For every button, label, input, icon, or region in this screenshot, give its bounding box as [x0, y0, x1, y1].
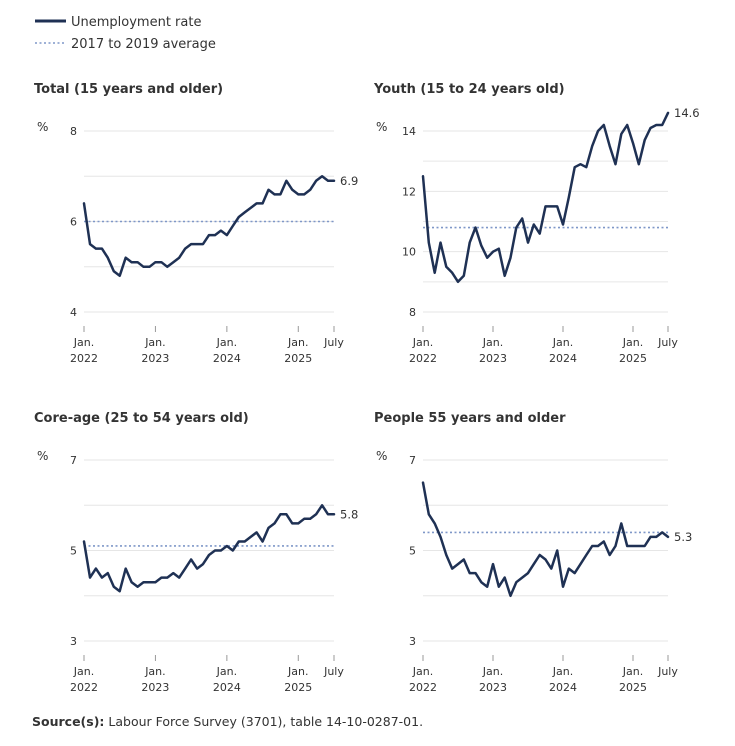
- x-tick-label-youth: Jan.: [622, 336, 643, 349]
- legend-label-average: 2017 to 2019 average: [71, 37, 216, 52]
- unemployment-rate-line-total: [82, 175, 336, 278]
- source-text: Labour Force Survey (3701), table 14-10-…: [104, 714, 424, 729]
- x-tick-label-core-age: Jan.: [216, 665, 237, 678]
- y-unit-label-older: %: [376, 449, 387, 463]
- panel-title-total: Total (15 years and older): [34, 82, 223, 97]
- y-tick-label-youth: 14: [402, 125, 416, 138]
- source-label: Source(s):: [32, 714, 105, 729]
- unemployment-rate-line-core-age: [82, 504, 336, 593]
- source-note: Source(s): Labour Force Survey (3701), t…: [32, 714, 423, 729]
- x-tick-label-total: July: [323, 336, 344, 349]
- x-tick-year-label-total: 2025: [284, 352, 312, 365]
- x-tick-year-label-youth: 2025: [619, 352, 647, 365]
- x-tick-year-label-older: 2025: [619, 681, 647, 694]
- y-unit-label-core-age: %: [37, 449, 48, 463]
- panel-title-youth: Youth (15 to 24 years old): [373, 82, 565, 97]
- x-tick-year-label-older: 2023: [479, 681, 507, 694]
- y-tick-label-core-age: 7: [70, 454, 77, 467]
- x-tick-label-youth: Jan.: [412, 336, 433, 349]
- y-tick-label-core-age: 3: [70, 635, 77, 648]
- x-tick-year-label-older: 2022: [409, 681, 437, 694]
- y-tick-label-older: 5: [409, 545, 416, 558]
- x-tick-label-core-age: Jan.: [73, 665, 94, 678]
- x-tick-year-label-core-age: 2025: [284, 681, 312, 694]
- x-tick-year-label-core-age: 2024: [213, 681, 241, 694]
- y-tick-label-older: 7: [409, 454, 416, 467]
- x-tick-year-label-core-age: 2022: [70, 681, 98, 694]
- x-tick-label-youth: Jan.: [482, 336, 503, 349]
- x-tick-year-label-total: 2022: [70, 352, 98, 365]
- x-tick-label-youth: July: [657, 336, 678, 349]
- end-value-label-core-age: 5.8: [340, 507, 358, 521]
- x-tick-label-total: Jan.: [287, 336, 308, 349]
- unemployment-rate-line-older: [421, 481, 670, 598]
- x-tick-year-label-older: 2024: [549, 681, 577, 694]
- x-tick-year-label-total: 2023: [141, 352, 169, 365]
- x-tick-label-older: Jan.: [552, 665, 573, 678]
- y-tick-label-youth: 10: [402, 246, 416, 259]
- y-unit-label-youth: %: [376, 120, 387, 134]
- x-tick-label-older: July: [657, 665, 678, 678]
- x-tick-year-label-total: 2024: [213, 352, 241, 365]
- x-tick-label-total: Jan.: [73, 336, 94, 349]
- y-tick-label-core-age: 5: [70, 545, 77, 558]
- panel-older: People 55 years and older% 3 5 7 Jan. 2022 Jan…: [374, 411, 692, 694]
- y-tick-label-total: 8: [70, 125, 77, 138]
- x-tick-label-youth: Jan.: [552, 336, 573, 349]
- y-tick-label-youth: 8: [409, 306, 416, 319]
- x-tick-label-total: Jan.: [216, 336, 237, 349]
- panel-core-age: Core-age (25 to 54 years old)% 3 5 7 Jan. 202…: [34, 411, 358, 694]
- end-value-label-older: 5.3: [674, 530, 692, 544]
- x-tick-label-older: Jan.: [482, 665, 503, 678]
- y-tick-label-total: 6: [70, 216, 77, 229]
- panel-total: Total (15 years and older)% 4 6 8 Jan. 2022 Ja…: [34, 82, 358, 365]
- end-value-label-total: 6.9: [340, 174, 358, 188]
- legend-label-unemployment-rate: Unemployment rate: [71, 15, 201, 30]
- x-tick-label-core-age: Jan.: [287, 665, 308, 678]
- panel-title-core-age: Core-age (25 to 54 years old): [34, 411, 249, 426]
- y-unit-label-total: %: [37, 120, 48, 134]
- chart-panels: Total (15 years and older)% 4 6 8 Jan. 2022 Ja…: [34, 82, 700, 694]
- x-tick-year-label-core-age: 2023: [141, 681, 169, 694]
- x-tick-label-total: Jan.: [144, 336, 165, 349]
- x-tick-year-label-youth: 2024: [549, 352, 577, 365]
- y-tick-label-youth: 12: [402, 185, 416, 198]
- x-tick-label-older: Jan.: [412, 665, 433, 678]
- legend: Unemployment rate 2017 to 2019 average: [35, 15, 216, 52]
- y-tick-label-total: 4: [70, 306, 77, 319]
- x-tick-label-older: Jan.: [622, 665, 643, 678]
- x-tick-year-label-youth: 2022: [409, 352, 437, 365]
- panel-youth: Youth (15 to 24 years old)% 8 10 12 14 Jan. 20…: [373, 82, 700, 365]
- x-tick-label-core-age: Jan.: [144, 665, 165, 678]
- unemployment-rate-line-youth: [421, 111, 670, 284]
- x-tick-label-core-age: July: [323, 665, 344, 678]
- y-tick-label-older: 3: [409, 635, 416, 648]
- x-tick-year-label-youth: 2023: [479, 352, 507, 365]
- end-value-label-youth: 14.6: [674, 106, 700, 120]
- panel-title-older: People 55 years and older: [374, 411, 566, 426]
